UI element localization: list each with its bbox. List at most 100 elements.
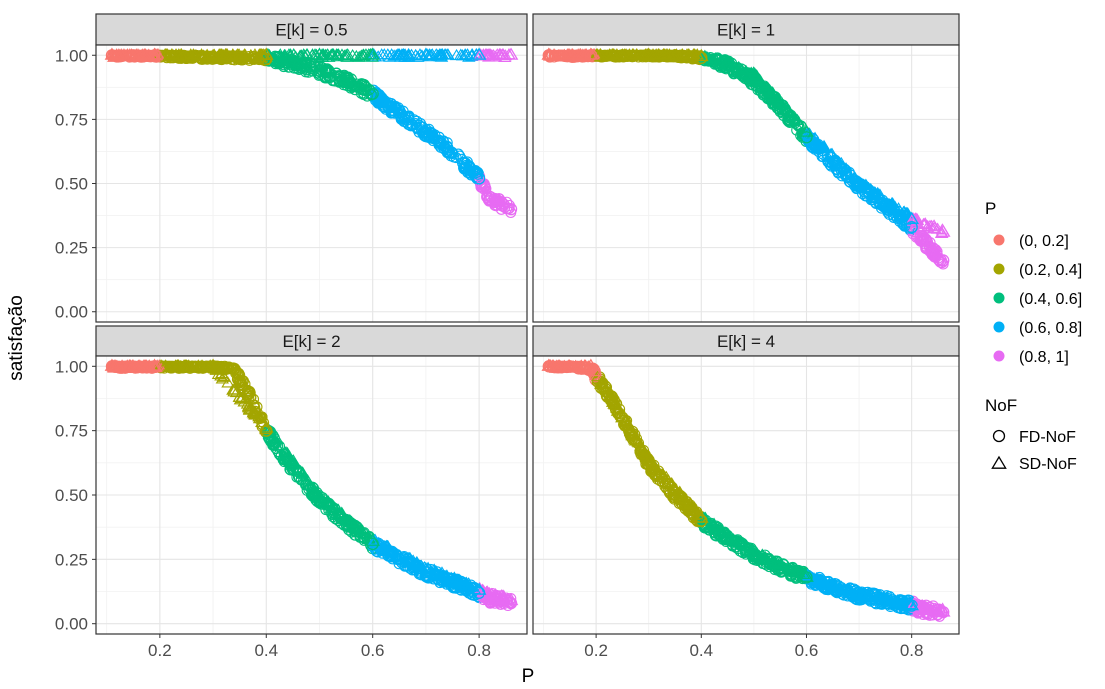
data-point-triangle [252,412,267,424]
data-point-triangle [296,466,310,478]
data-point-circle [395,113,407,125]
data-point-triangle [773,559,788,572]
data-point-triangle [599,383,614,395]
data-point-triangle [120,360,135,372]
y-tick-label: 0.00 [55,615,88,634]
data-point-triangle [418,561,434,575]
data-point-circle [313,64,326,77]
data-point-triangle [497,590,511,602]
y-tick-label: 0.50 [55,486,88,505]
data-point-circle [800,131,813,144]
data-point-triangle [162,49,176,61]
data-point-triangle [873,188,887,200]
data-point-circle [180,50,193,63]
data-point-triangle [791,565,805,577]
data-point-triangle [769,556,783,569]
data-point-triangle [712,56,727,68]
point-cloud [543,359,950,622]
data-point-circle [483,192,496,206]
data-point-triangle [462,580,476,592]
data-point-circle [385,107,397,119]
facet-strip [95,13,528,46]
data-point-triangle [727,533,741,546]
data-point-triangle [331,503,346,515]
data-point-triangle [287,48,301,60]
legend-shape-label: FD-NoF [1019,429,1076,446]
data-point-triangle [665,476,679,489]
data-point-triangle [740,66,754,78]
data-point-triangle [682,48,696,60]
data-point-circle [327,74,339,86]
data-point-triangle [178,359,192,372]
data-point-triangle [602,389,617,401]
data-point-circle [472,172,486,185]
data-point-triangle [541,358,557,371]
data-point-triangle [897,205,911,217]
x-tick-label: 0.2 [148,641,172,660]
data-point-circle [396,112,408,124]
data-point-triangle [752,75,766,87]
data-point-circle [275,449,287,461]
data-point-triangle [147,358,162,371]
data-point-circle [446,576,459,589]
data-point-triangle [641,47,657,60]
data-point-triangle [746,546,762,559]
data-point-triangle [312,47,327,60]
legend-color-swatch [993,321,1005,333]
data-point-triangle [796,567,811,580]
data-point-triangle [783,109,797,122]
x-tick-label: 0.4 [254,641,278,660]
data-point-triangle [818,141,832,153]
data-point-circle [774,560,787,574]
data-point-circle [921,236,934,248]
data-point-triangle [441,48,455,60]
data-point-circle [286,463,300,476]
y-tick-label: 0.75 [55,110,88,129]
data-point-triangle [343,514,357,526]
x-tick-label: 0.6 [361,641,385,660]
facet-panel: E[k] = 1 [532,13,960,323]
data-point-triangle [398,50,412,62]
data-point-triangle [615,410,630,423]
data-point-triangle [727,60,741,72]
data-point-triangle [273,48,287,60]
data-point-triangle [211,367,226,380]
data-point-triangle [927,221,942,233]
data-point-triangle [381,48,395,60]
data-point-circle [206,51,220,64]
data-point-triangle [446,574,461,586]
data-point-triangle [693,48,709,62]
data-point-triangle [621,49,635,62]
data-point-circle [323,64,335,76]
legend-color-label: (0, 0.2] [1019,233,1069,250]
data-point-triangle [503,47,519,60]
data-point-triangle [293,49,307,61]
data-point-triangle [590,49,604,62]
data-point-triangle [242,403,257,415]
data-point-triangle [422,50,436,62]
data-point-circle [286,56,300,70]
legend-shape-triangle [991,455,1007,469]
data-point-triangle [186,48,200,60]
y-tick-label: 0.50 [55,175,88,194]
data-point-triangle [651,463,665,475]
data-point-circle [312,67,324,79]
data-point-triangle [601,49,615,61]
data-point-triangle [205,48,221,62]
legend-shape-label: SD-NoF [1019,456,1077,473]
x-axis-title: P [522,666,535,687]
data-point-triangle [216,49,231,61]
data-point-triangle [348,521,362,533]
data-point-triangle [690,48,704,60]
data-point-triangle [458,577,473,589]
data-point-triangle [708,522,722,535]
data-point-triangle [657,48,671,60]
data-point-triangle [890,594,905,606]
data-point-circle [233,367,245,379]
data-point-circle [233,51,246,64]
data-point-triangle [824,579,839,591]
data-point-triangle [637,49,651,61]
legend-color-swatch [993,263,1005,275]
data-point-triangle [655,469,669,481]
